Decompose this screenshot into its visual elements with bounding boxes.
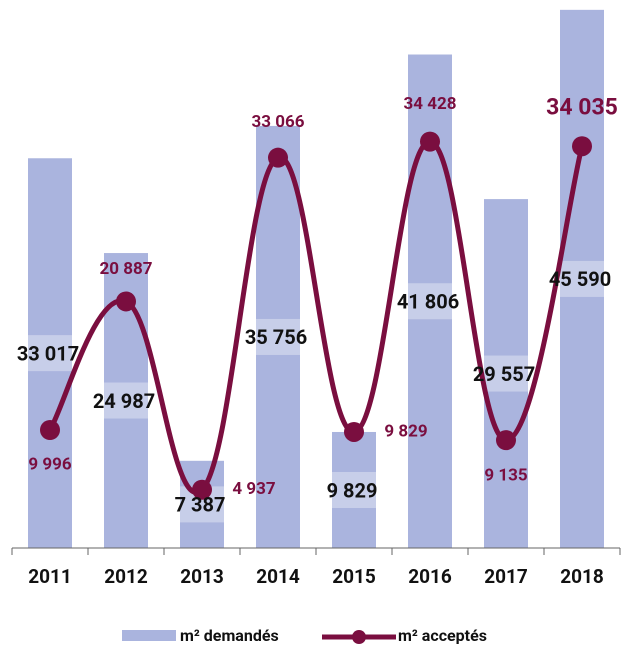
x-tick-label: 2018 xyxy=(560,565,604,588)
line-value-label: 34 428 xyxy=(404,94,457,114)
bar xyxy=(180,460,224,548)
line-value-label: 9 996 xyxy=(28,454,71,474)
legend-label: m² demandés xyxy=(180,626,279,645)
line-value-label: 9 829 xyxy=(384,421,427,441)
x-tick-label: 2013 xyxy=(180,565,224,588)
x-tick-label: 2014 xyxy=(256,565,300,588)
bar xyxy=(484,199,528,549)
label-highlight xyxy=(254,318,324,355)
bar-value-label: 29 557 xyxy=(473,362,535,386)
x-tick-label: 2017 xyxy=(484,565,528,588)
bar-value-label: 35 756 xyxy=(245,325,307,349)
x-tick-label: 2012 xyxy=(104,565,148,588)
line-point xyxy=(192,479,212,500)
bar xyxy=(332,431,376,548)
bar-value-label: 41 806 xyxy=(397,290,459,314)
line-point xyxy=(40,420,60,441)
label-highlight xyxy=(178,486,248,523)
bar-value-label: 9 829 xyxy=(327,478,378,502)
bar xyxy=(256,125,300,548)
line-value-label: 20 887 xyxy=(100,259,153,279)
label-highlight xyxy=(558,260,628,297)
line-point xyxy=(420,131,440,152)
line-point xyxy=(344,421,364,442)
bar xyxy=(560,9,604,548)
bar-value-label: 7 387 xyxy=(175,493,226,517)
line-value-label: 34 035 xyxy=(546,93,618,120)
x-tick-label: 2016 xyxy=(408,565,452,588)
line-point xyxy=(496,430,516,451)
label-highlight xyxy=(330,471,400,508)
bar-value-label: 45 590 xyxy=(549,267,611,291)
bar-value-label: 33 017 xyxy=(17,341,79,365)
legend-swatch xyxy=(122,630,176,641)
line-value-label: 33 066 xyxy=(252,112,305,132)
bar xyxy=(28,158,72,548)
line-value-label: 4 937 xyxy=(232,479,275,499)
line-point xyxy=(268,147,288,168)
x-tick-label: 2011 xyxy=(28,565,72,588)
line-point xyxy=(572,136,592,157)
x-tick-label: 2015 xyxy=(332,565,376,588)
bar-value-label: 24 987 xyxy=(93,389,155,413)
label-highlight xyxy=(406,283,476,320)
line-point xyxy=(116,291,136,312)
line-value-label: 9 135 xyxy=(484,466,527,486)
legend-label: m² acceptés xyxy=(398,626,487,645)
legend-marker xyxy=(352,630,366,644)
